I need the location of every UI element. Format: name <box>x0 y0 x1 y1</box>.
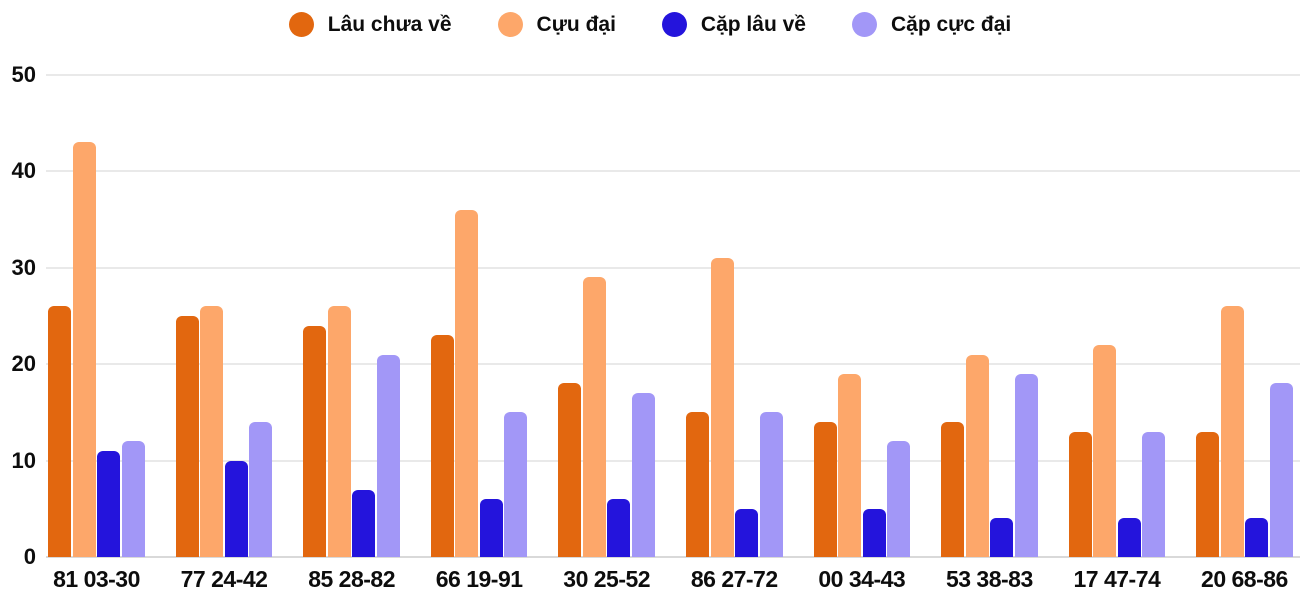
bar <box>735 508 758 557</box>
bar <box>327 306 351 557</box>
bar <box>504 412 528 557</box>
bar <box>1142 431 1166 557</box>
x-axis-category-label: 77 24-42 <box>180 566 268 592</box>
bar <box>479 499 503 557</box>
x-axis-category-label: 17 47-74 <box>1073 566 1161 592</box>
x-axis-category-label: 30 25-52 <box>563 566 651 592</box>
bar <box>1196 431 1220 557</box>
bar <box>558 383 582 557</box>
bar <box>1269 383 1293 557</box>
y-axis-tick-label: 20 <box>11 351 36 377</box>
bar <box>1093 344 1117 557</box>
bar <box>72 142 96 557</box>
bar <box>838 373 862 557</box>
bar <box>175 316 199 557</box>
bar <box>990 518 1014 557</box>
bar <box>48 306 72 557</box>
bar <box>224 460 248 557</box>
gridline <box>46 363 1300 366</box>
legend-label: Cựu đại <box>536 13 616 36</box>
bar <box>430 335 454 557</box>
x-axis-line <box>46 556 1300 558</box>
legend-item-2[interactable]: Cặp lâu về <box>661 12 806 37</box>
bar <box>1014 373 1038 557</box>
bar <box>455 209 479 557</box>
legend-marker-icon <box>851 12 877 37</box>
x-axis-category-label: 81 03-30 <box>53 566 140 592</box>
bar <box>941 422 965 557</box>
bar <box>1220 306 1244 557</box>
gridline <box>46 170 1300 173</box>
bar <box>1068 431 1092 557</box>
legend-label: Cặp cực đại <box>890 13 1012 36</box>
bar <box>710 258 734 557</box>
x-axis-category-label: 85 28-82 <box>308 566 395 592</box>
y-axis-tick-label: 10 <box>11 447 36 473</box>
x-axis-category-label: 53 38-83 <box>945 566 1033 592</box>
bar <box>759 412 783 557</box>
x-axis-category-label: 86 27-72 <box>690 566 778 592</box>
bar <box>813 422 837 557</box>
y-axis-tick-label: 40 <box>11 158 36 184</box>
bar <box>249 422 273 557</box>
bar <box>862 508 886 557</box>
x-axis-category-label: 00 34-43 <box>818 566 906 592</box>
bar <box>965 354 989 557</box>
bar <box>97 450 121 557</box>
bar <box>607 499 631 557</box>
bar <box>303 325 327 557</box>
bar <box>686 412 709 557</box>
legend-item-0[interactable]: Lâu chưa về <box>288 12 452 37</box>
y-axis-tick-label: 30 <box>11 254 36 280</box>
x-axis-category-label: 66 19-91 <box>435 566 523 592</box>
y-axis-tick-label: 50 <box>11 62 36 87</box>
legend-item-3[interactable]: Cặp cực đại <box>851 12 1012 37</box>
legend-marker-icon <box>288 12 314 37</box>
bar <box>200 306 224 557</box>
legend-label: Cặp lâu về <box>700 13 806 36</box>
gridline <box>46 74 1300 76</box>
legend-label: Lâu chưa về <box>327 13 452 36</box>
bar <box>631 393 655 557</box>
legend-marker-icon <box>661 12 687 37</box>
y-axis-tick-label: 0 <box>23 544 36 569</box>
bar <box>887 441 911 557</box>
bar <box>121 441 145 557</box>
bar <box>376 354 400 557</box>
bar <box>352 489 376 557</box>
bar <box>1117 518 1141 557</box>
bar <box>1245 518 1269 557</box>
legend-marker-icon <box>497 12 523 37</box>
x-axis-category-label: 20 68-86 <box>1201 566 1288 592</box>
legend-item-1[interactable]: Cựu đại <box>497 12 616 37</box>
bar <box>582 277 606 557</box>
chart-legend: Lâu chưa về Cựu đại Cặp lâu về Cặp cực đại <box>0 12 1300 37</box>
gridline <box>46 266 1300 269</box>
gridline <box>46 459 1300 462</box>
